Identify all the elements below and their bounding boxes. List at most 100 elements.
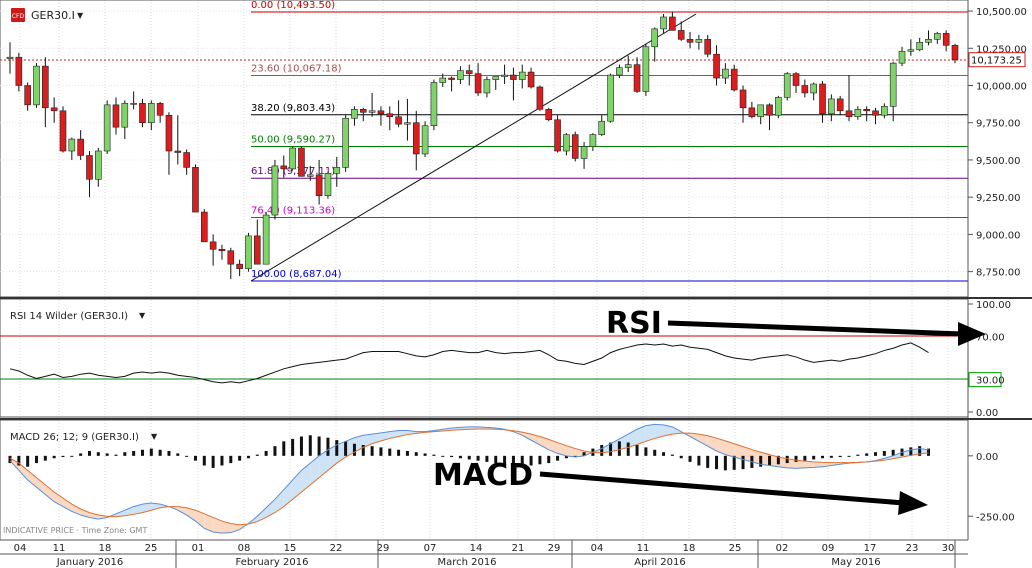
time-axis: 04 11 18 25 01 08 15 22 29 07 14 21 29 04 11 18 25 02 09 17…: [0, 539, 1032, 568]
candle-body: [580, 146, 588, 159]
candle-body: [192, 167, 199, 213]
macd-fill-segment: [124, 506, 134, 516]
candle-body: [907, 49, 915, 52]
candle-body: [925, 39, 932, 43]
month-label: January 2016: [56, 557, 124, 568]
candle-body: [934, 33, 941, 40]
macd-arrow: [539, 471, 905, 506]
macd-histogram-bar: [794, 455, 798, 462]
macd-histogram-bar: [291, 438, 295, 456]
candle-body: [298, 147, 305, 177]
candle-body: [227, 250, 235, 265]
candle-body: [439, 77, 447, 83]
candle-body: [324, 173, 332, 196]
symbol-dropdown-icon[interactable]: ▼: [77, 11, 84, 20]
candle-body: [386, 113, 394, 118]
candle-body: [218, 248, 226, 252]
price-tick-label: 10,250.00: [976, 44, 1027, 55]
macd-arrow-label: MACD: [433, 458, 533, 493]
macd-histogram-bar: [803, 455, 807, 461]
macd-histogram-bar: [405, 451, 409, 456]
macd-histogram-bar: [732, 455, 736, 470]
rsi-tick-label: 30.00: [976, 376, 1005, 387]
day-label: 04: [14, 543, 27, 554]
price-axis: 10,500.00 10,250.00 10,000.00 9,750.00 9,500…: [967, 0, 1032, 540]
candle-body: [854, 109, 862, 118]
macd-fill-segment: [522, 432, 532, 441]
day-label: 18: [99, 543, 112, 554]
macd-dropdown-icon[interactable]: ▼: [151, 432, 158, 441]
candle-body: [624, 64, 632, 68]
fib-label: 23.60 (10,067.18): [251, 63, 342, 74]
macd-fill-segment: [690, 433, 699, 442]
macd-histogram-bar: [662, 452, 666, 456]
candle-body: [465, 70, 473, 74]
macd-title[interactable]: MACD 26; 12; 9 (GER30.I): [10, 432, 139, 443]
macd-fill-segment: [27, 470, 37, 488]
candle-body: [527, 71, 535, 88]
macd-histogram-bar: [17, 455, 21, 466]
rsi-title[interactable]: RSI 14 Wilder (GER30.I): [10, 311, 128, 322]
macd-fill-segment: [751, 449, 761, 465]
candle-body: [377, 110, 385, 115]
candle-body: [881, 106, 888, 116]
candle-body: [872, 110, 879, 116]
candle-body: [121, 103, 129, 128]
macd-histogram-bar: [229, 455, 233, 464]
macd-histogram-bar: [882, 451, 886, 456]
candle-body: [889, 62, 897, 107]
rsi-axis: 100.00 70.00 30.00 0.00: [968, 300, 1011, 419]
macd-fill-segment: [804, 461, 814, 468]
macd-fill-segment: [336, 441, 346, 464]
candle-body: [262, 214, 270, 265]
macd-histogram-bar: [158, 449, 162, 456]
macd-histogram-bar: [379, 447, 383, 456]
fib-label: 61.80 (9,377.11): [251, 166, 335, 177]
macd-fill-segment: [743, 446, 752, 462]
macd-histogram-bar: [865, 453, 869, 456]
macd-histogram-bar: [202, 455, 206, 466]
price-tick-label: 9,750.00: [976, 119, 1021, 130]
macd-fill-segment: [910, 448, 920, 456]
candle-body: [677, 30, 685, 40]
candle-body: [642, 46, 650, 92]
macd-fill-segment: [725, 440, 735, 458]
macd-histogram-bar: [503, 455, 507, 465]
macd-histogram-bar: [450, 455, 454, 458]
month-labels: January 2016 February 2016 March 2016 April…: [56, 540, 956, 568]
price-panel: 0.00 (10,493.50) 23.60 (10,067.18) 38.20 (…: [0, 0, 969, 298]
price-tick-label: 10,500.00: [976, 7, 1027, 18]
rsi-tick-label: 100.00: [976, 300, 1011, 311]
rsi-dropdown-icon[interactable]: ▼: [139, 311, 146, 320]
macd-fill-segment: [389, 430, 399, 439]
candle-body: [686, 39, 694, 43]
candle-body: [942, 33, 950, 46]
macd-histogram-bar: [220, 455, 224, 466]
macd-fill-segment: [813, 461, 823, 468]
macd-histogram-bar: [96, 452, 100, 456]
macd-histogram-bar: [511, 455, 515, 466]
macd-histogram-bar: [370, 446, 374, 456]
candle-body: [289, 147, 296, 170]
macd-fill-segment: [363, 434, 373, 448]
macd-fill-segment: [230, 523, 240, 533]
macd-fill-segment: [354, 435, 364, 453]
macd-fill-segment: [319, 449, 328, 478]
candle-body: [15, 56, 23, 86]
macd-histogram-bar: [123, 452, 127, 456]
candle-body: [404, 122, 411, 125]
day-label: 22: [330, 543, 343, 554]
macd-histogram-bar: [388, 448, 392, 456]
candle-body: [245, 235, 252, 269]
macd-histogram-bar: [70, 455, 74, 457]
candle-body: [156, 103, 164, 116]
candlesticks: [6, 12, 959, 280]
symbol-header[interactable]: CFD GER30.I ▼: [11, 8, 84, 22]
macd-fill-segment: [45, 484, 55, 502]
candle-body: [430, 82, 438, 126]
fib-label: 100.00 (8,687.04): [251, 269, 342, 280]
macd-fill-segment: [71, 504, 81, 516]
macd-histogram-bar: [273, 446, 277, 456]
candle-body: [819, 83, 826, 115]
candle-body: [863, 109, 870, 112]
